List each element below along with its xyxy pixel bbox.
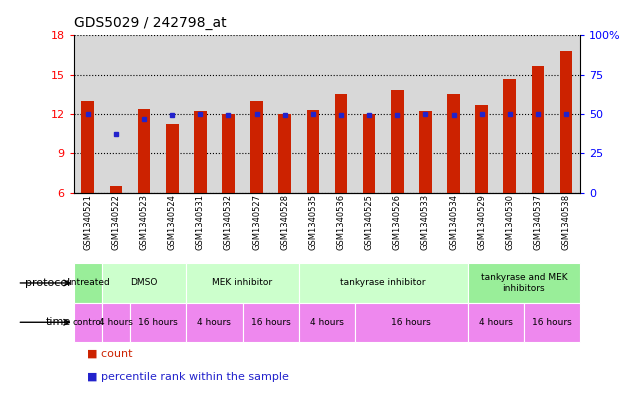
Bar (355, 35, 383, 193)
Bar (102, 263, 187, 303)
Text: time: time (46, 317, 71, 327)
Text: 16 hours: 16 hours (532, 318, 572, 327)
Bar (130, 35, 158, 193)
Text: 16 hours: 16 hours (251, 318, 290, 327)
Bar (187, 303, 242, 342)
Bar (440, 35, 467, 193)
Bar (524, 35, 552, 193)
Text: 4 hours: 4 hours (310, 318, 344, 327)
Bar (467, 303, 524, 342)
Bar (467, 263, 580, 303)
Text: ■ percentile rank within the sample: ■ percentile rank within the sample (87, 372, 288, 382)
Bar (81, 101, 94, 193)
Bar (158, 35, 187, 193)
Bar (552, 35, 580, 193)
Bar (74, 35, 102, 193)
Text: 16 hours: 16 hours (138, 318, 178, 327)
Bar (383, 35, 412, 193)
Text: GDS5029 / 242798_at: GDS5029 / 242798_at (74, 16, 226, 30)
Bar (327, 35, 355, 193)
Bar (524, 303, 580, 342)
Bar (102, 303, 130, 342)
Bar (242, 35, 271, 193)
Bar (531, 66, 544, 193)
Bar (242, 303, 299, 342)
Bar (187, 35, 214, 193)
Bar (447, 94, 460, 193)
Bar (299, 35, 327, 193)
Bar (102, 35, 130, 193)
Bar (476, 105, 488, 193)
Bar (412, 35, 440, 193)
Bar (278, 114, 291, 193)
Text: DMSO: DMSO (130, 279, 158, 287)
Text: ■ count: ■ count (87, 349, 132, 359)
Text: tankyrase inhibitor: tankyrase inhibitor (340, 279, 426, 287)
Text: 4 hours: 4 hours (99, 318, 133, 327)
Bar (187, 263, 299, 303)
Bar (363, 114, 376, 193)
Bar (110, 186, 122, 193)
Bar (467, 35, 495, 193)
Bar (74, 263, 102, 303)
Bar (271, 35, 299, 193)
Bar (222, 114, 235, 193)
Text: MEK inhibitor: MEK inhibitor (212, 279, 272, 287)
Bar (495, 35, 524, 193)
Bar (503, 79, 516, 193)
Bar (391, 90, 404, 193)
Text: protocol: protocol (25, 278, 71, 288)
Bar (194, 111, 206, 193)
Text: 4 hours: 4 hours (197, 318, 231, 327)
Bar (299, 303, 355, 342)
Text: untreated: untreated (65, 279, 110, 287)
Text: tankyrase and MEK
inhibitors: tankyrase and MEK inhibitors (481, 273, 567, 293)
Bar (355, 303, 467, 342)
Bar (419, 111, 431, 193)
Bar (74, 303, 102, 342)
Text: 16 hours: 16 hours (392, 318, 431, 327)
Bar (306, 110, 319, 193)
Bar (214, 35, 242, 193)
Bar (166, 125, 178, 193)
Text: control: control (72, 318, 104, 327)
Bar (250, 101, 263, 193)
Bar (130, 303, 187, 342)
Bar (138, 109, 151, 193)
Text: 4 hours: 4 hours (479, 318, 513, 327)
Bar (335, 94, 347, 193)
Bar (299, 263, 467, 303)
Bar (560, 51, 572, 193)
